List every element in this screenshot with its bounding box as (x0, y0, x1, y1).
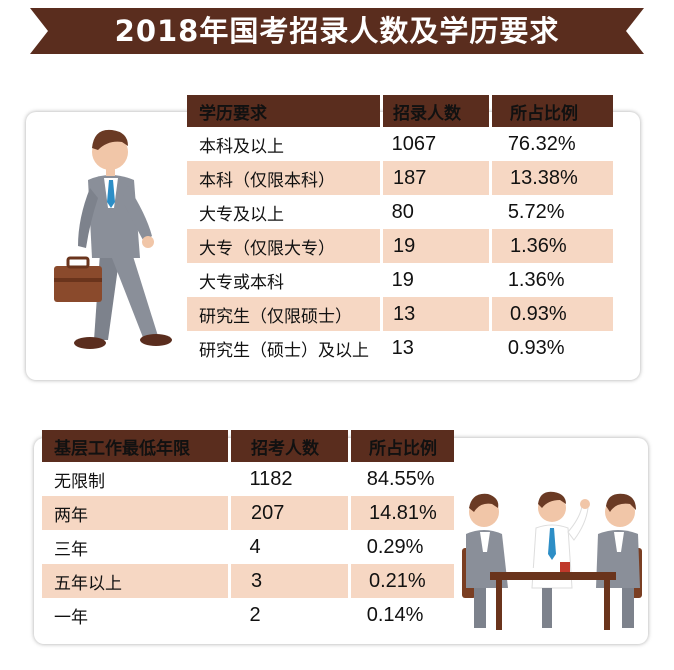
min-years: 两年 (42, 496, 228, 530)
table-row: 本科（仅限本科） 187 13.38% (187, 161, 613, 195)
title-ribbon: 2018年国考招录人数及学历要求 (30, 8, 644, 54)
table-row: 三年 4 0.29% (42, 530, 454, 564)
ratio: 0.93% (507, 336, 565, 359)
recruit-count: 19 (383, 229, 489, 263)
ratio: 5.72% (507, 200, 565, 223)
meeting-people-icon (462, 491, 642, 630)
ratio: 0.14% (366, 603, 424, 626)
education-level: 本科（仅限本科） (187, 161, 380, 195)
ratio: 0.29% (366, 535, 424, 558)
education-table: 学历要求 招录人数 所占比例 本科及以上 1067 76.32% 本科（仅限本科… (187, 95, 613, 365)
exam-count: 207 (231, 496, 348, 530)
table-row: 研究生（仅限硕士） 13 0.93% (187, 297, 613, 331)
recruit-count: 13 (391, 336, 414, 359)
ratio: 1.36% (507, 268, 565, 291)
min-years: 五年以上 (42, 564, 228, 598)
table-row: 大专或本科 19 1.36% (187, 263, 613, 297)
education-level: 大专或本科 (199, 272, 284, 293)
ratio: 1.36% (492, 229, 613, 263)
education-level: 大专及以上 (199, 204, 284, 225)
table-row: 大专（仅限大专） 19 1.36% (187, 229, 613, 263)
work-years-table: 基层工作最低年限 招考人数 所占比例 无限制 1182 84.55% 两年 20… (42, 430, 454, 632)
min-years: 三年 (54, 539, 88, 560)
table-row: 大专及以上 80 5.72% (187, 195, 613, 229)
table-row: 无限制 1182 84.55% (42, 462, 454, 496)
exam-count: 1182 (249, 467, 293, 490)
briefcase-icon (54, 256, 102, 302)
recruit-count: 1067 (391, 132, 437, 155)
exam-count: 4 (249, 535, 261, 558)
education-level: 研究生（硕士）及以上 (199, 340, 369, 361)
header-education: 学历要求 (187, 95, 380, 127)
header-ratio: 所占比例 (492, 95, 613, 127)
ratio: 13.38% (492, 161, 613, 195)
education-table-header: 学历要求 招录人数 所占比例 (187, 95, 613, 127)
header-ratio: 所占比例 (351, 430, 454, 462)
page-title: 2018年国考招录人数及学历要求 (114, 14, 560, 48)
table-row: 一年 2 0.14% (42, 598, 454, 632)
exam-count: 3 (231, 564, 348, 598)
education-level: 研究生（仅限硕士） (187, 297, 380, 331)
ratio: 14.81% (351, 496, 454, 530)
recruit-count: 13 (383, 297, 489, 331)
recruit-count: 80 (391, 200, 414, 223)
header-recruit-count: 招录人数 (383, 95, 489, 127)
table-row: 本科及以上 1067 76.32% (187, 127, 613, 161)
ratio: 0.93% (492, 297, 613, 331)
ribbon-shape (30, 8, 644, 54)
recruit-count: 19 (391, 268, 414, 291)
table-row: 两年 207 14.81% (42, 496, 454, 530)
ratio: 0.21% (351, 564, 454, 598)
education-level: 本科及以上 (199, 136, 284, 157)
ratio: 76.32% (507, 132, 576, 155)
exam-count: 2 (249, 603, 261, 626)
header-min-years: 基层工作最低年限 (42, 430, 228, 462)
recruit-count: 187 (383, 161, 489, 195)
education-level: 大专（仅限大专） (187, 229, 380, 263)
min-years: 一年 (54, 607, 88, 628)
table-row: 五年以上 3 0.21% (42, 564, 454, 598)
header-exam-count: 招考人数 (231, 430, 348, 462)
min-years: 无限制 (54, 471, 105, 492)
work-table-header: 基层工作最低年限 招考人数 所占比例 (42, 430, 454, 462)
table-row: 研究生（硕士）及以上 13 0.93% (187, 331, 613, 365)
ratio: 84.55% (366, 467, 435, 490)
walking-businessman-icon (54, 129, 172, 349)
